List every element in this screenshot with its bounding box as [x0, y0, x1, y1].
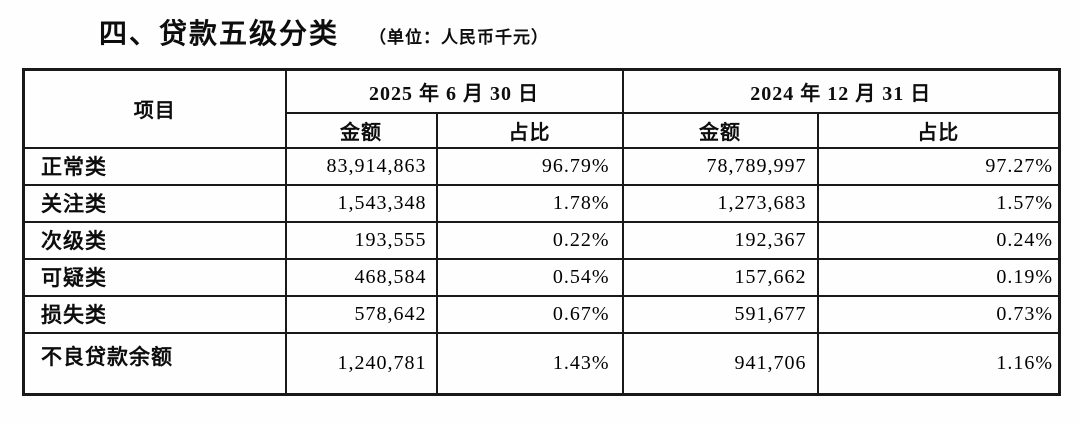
unit-note: （单位：人民币千元） [369, 28, 550, 47]
ratio-cell: 97.27% [816, 146, 1061, 186]
amount-cell: 83,914,863 [284, 146, 438, 186]
ratio-cell: 0.24% [816, 220, 1061, 260]
ratio-cell: 1.16% [816, 331, 1061, 396]
table-row-substandard: 次级类 193,555 0.22% 192,367 0.24% [22, 220, 1061, 260]
amount-cell: 468,584 [284, 257, 438, 297]
amount-cell: 1,273,683 [621, 183, 819, 223]
ratio-cell: 1.78% [435, 183, 624, 223]
col-header-item: 项目 [22, 68, 287, 149]
amount-cell: 941,706 [621, 331, 819, 396]
table-header-row-metrics: 金额 占比 金额 占比 [24, 111, 1061, 149]
section-title: 四、贷款五级分类 [99, 19, 340, 50]
amount-cell: 1,240,781 [284, 331, 438, 396]
amount-cell: 78,789,997 [621, 146, 819, 186]
ratio-cell: 96.79% [435, 146, 624, 186]
row-item-label: 可疑类 [22, 257, 287, 297]
row-item-label: 正常类 [22, 146, 287, 186]
ratio-cell: 0.67% [435, 294, 624, 334]
section-heading: 四、贷款五级分类 （单位：人民币千元） [99, 12, 549, 52]
table-row-normal: 正常类 83,914,863 96.79% 78,789,997 97.27% [22, 146, 1061, 186]
ratio-cell: 1.57% [816, 183, 1061, 223]
table-row-loss: 损失类 578,642 0.67% 591,677 0.73% [22, 294, 1061, 334]
row-item-label: 关注类 [22, 183, 287, 223]
col-header-amount-2024: 金额 [621, 111, 819, 149]
ratio-cell: 0.54% [435, 257, 624, 297]
row-item-label: 次级类 [22, 220, 287, 260]
amount-cell: 1,543,348 [284, 183, 438, 223]
loan-classification-table: 项目 2025 年 6 月 30 日 2024 年 12 月 31 日 金额 占… [22, 68, 1061, 396]
row-item-label: 不良贷款余额 [22, 331, 287, 396]
amount-cell: 192,367 [621, 220, 819, 260]
table-row-npl-balance: 不良贷款余额 1,240,781 1.43% 941,706 1.16% [22, 331, 1061, 396]
amount-cell: 591,677 [621, 294, 819, 334]
ratio-cell: 0.22% [435, 220, 624, 260]
ratio-cell: 1.43% [435, 331, 624, 396]
col-header-period-2025: 2025 年 6 月 30 日 [284, 68, 624, 114]
row-item-label: 损失类 [22, 294, 287, 334]
col-header-amount-2025: 金额 [284, 111, 438, 149]
col-header-period-2024: 2024 年 12 月 31 日 [621, 68, 1061, 114]
table-row-special-mention: 关注类 1,543,348 1.78% 1,273,683 1.57% [22, 183, 1061, 223]
ratio-cell: 0.19% [816, 257, 1061, 297]
amount-cell: 578,642 [284, 294, 438, 334]
col-header-ratio-2024: 占比 [816, 111, 1061, 149]
col-header-ratio-2025: 占比 [435, 111, 624, 149]
ratio-cell: 0.73% [816, 294, 1061, 334]
amount-cell: 193,555 [284, 220, 438, 260]
amount-cell: 157,662 [621, 257, 819, 297]
table-row-doubtful: 可疑类 468,584 0.54% 157,662 0.19% [22, 257, 1061, 297]
table-header-row-periods: 项目 2025 年 6 月 30 日 2024 年 12 月 31 日 [22, 68, 1061, 149]
